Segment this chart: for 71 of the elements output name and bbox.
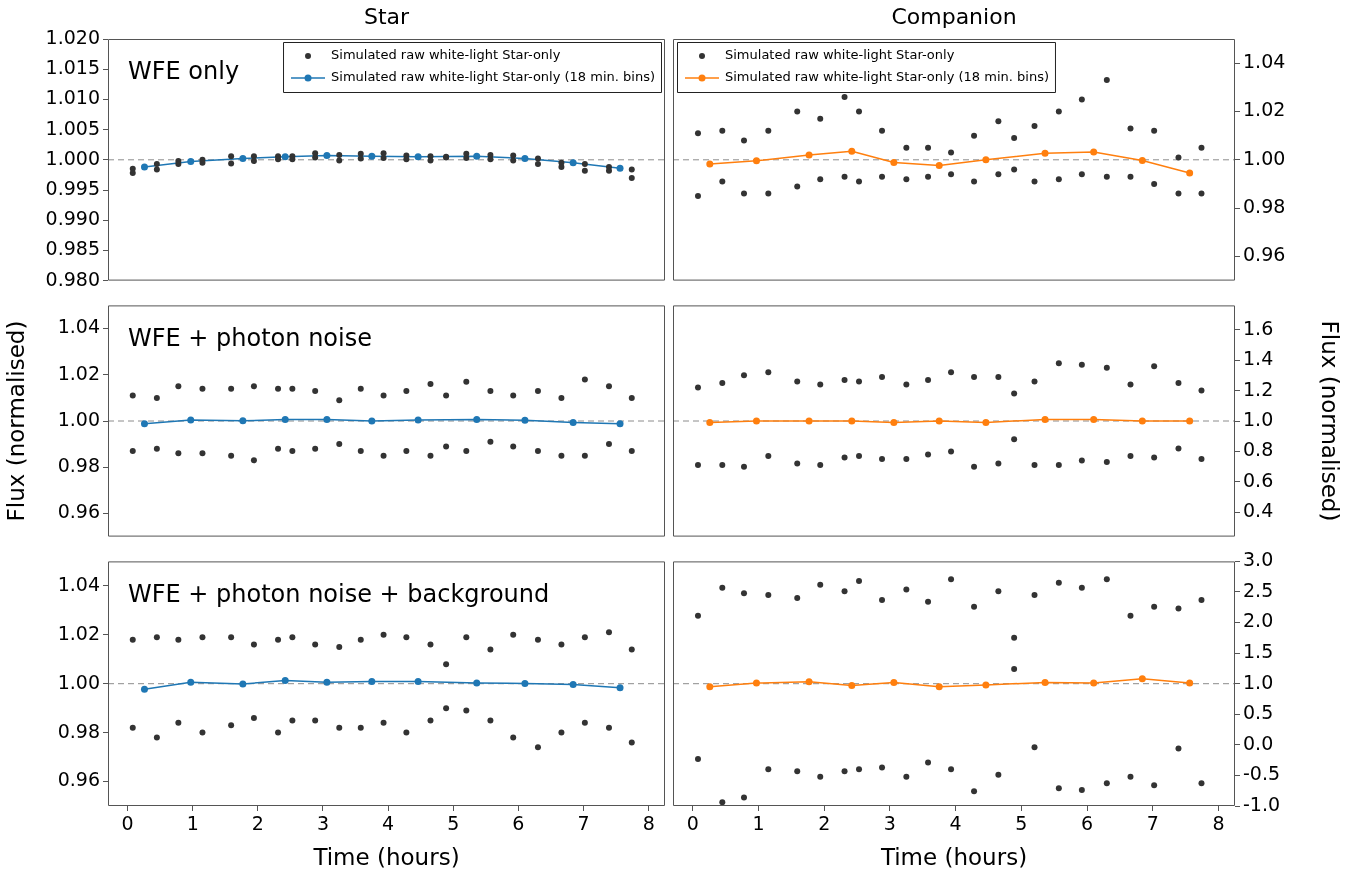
x-tick-label: 6 (1081, 812, 1094, 835)
y-tick-label: 0.980 (45, 267, 100, 290)
y-tick-label: 1.015 (45, 56, 100, 79)
legend-label: Simulated raw white-light Star-only (18 min. bins) (331, 69, 656, 85)
y-tick-label: 1.04 (57, 572, 100, 595)
y-tick-label: 1.005 (45, 116, 100, 139)
y-tick-label: 1.2 (1243, 377, 1274, 400)
y-axis-title: Flux (normalised) (2, 320, 29, 522)
x-tick-label: 2 (818, 812, 831, 835)
x-tick-label: 7 (1146, 812, 1159, 835)
legend-label: Simulated raw white-light Star-only (725, 47, 955, 63)
y-tick-label: -1.0 (1243, 792, 1281, 815)
y-tick-label: 1.00 (1243, 146, 1286, 169)
y-tick-label: 1.04 (1243, 50, 1286, 73)
chart-title: Companion (891, 3, 1017, 29)
x-tick-label: 6 (512, 812, 525, 835)
y-tick-label: 1.010 (45, 86, 100, 109)
y-tick-label: 1.02 (57, 361, 100, 384)
y-tick-label: 0.98 (57, 454, 100, 477)
x-tick-label: 7 (577, 812, 590, 835)
y-tick-label: 1.5 (1243, 640, 1274, 663)
x-tick-label: 0 (121, 812, 134, 835)
y-tick-label: 0.98 (57, 719, 100, 742)
annotation: WFE + photon noise + background (128, 579, 550, 608)
y-tick-label: 0.985 (45, 237, 100, 260)
x-tick-label: 5 (1015, 812, 1028, 835)
y-tick-label: 0.96 (1243, 243, 1286, 266)
x-tick-label: 4 (382, 812, 395, 835)
y-tick-label: 0.5 (1243, 701, 1274, 724)
y-tick-label: 1.0 (1243, 407, 1274, 430)
chart-title: Star (363, 3, 411, 29)
x-axis-title: Time (hours) (312, 844, 460, 871)
y-tick-label: 0.98 (1243, 195, 1286, 218)
y-tick-label: 0.96 (57, 768, 100, 791)
y-tick-label: 0.990 (45, 207, 100, 230)
annotation: WFE + photon noise (128, 323, 372, 352)
y-axis-title: Flux (normalised) (1317, 320, 1344, 522)
y-tick-label: 1.00 (57, 670, 100, 693)
x-tick-label: 0 (686, 812, 699, 835)
y-tick-label: 1.04 (57, 315, 100, 338)
x-tick-label: 8 (642, 812, 655, 835)
y-tick-label: 1.00 (57, 407, 100, 430)
y-tick-label: 0.0 (1243, 731, 1274, 754)
y-tick-label: 0.995 (45, 176, 100, 199)
y-tick-label: 2.0 (1243, 609, 1274, 632)
y-tick-label: 0.6 (1243, 468, 1274, 491)
x-tick-label: 2 (251, 812, 264, 835)
legend-label: Simulated raw white-light Star-only (331, 47, 561, 63)
y-tick-label: 2.5 (1243, 578, 1274, 601)
x-tick-label: 3 (883, 812, 896, 835)
y-tick-label: 1.4 (1243, 347, 1274, 370)
y-tick-label: 0.96 (57, 500, 100, 523)
x-tick-label: 1 (186, 812, 199, 835)
y-tick-label: 1.000 (45, 146, 100, 169)
annotation: WFE only (128, 57, 240, 86)
y-tick-label: 0.4 (1243, 499, 1274, 522)
legend-label: Simulated raw white-light Star-only (18 min. bins) (725, 69, 1049, 85)
x-tick-label: 4 (949, 812, 962, 835)
y-tick-label: 1.6 (1243, 316, 1274, 339)
y-tick-label: 3.0 (1243, 548, 1274, 571)
y-tick-label: 1.02 (1243, 98, 1286, 121)
x-tick-label: 8 (1212, 812, 1225, 835)
x-tick-label: 1 (752, 812, 765, 835)
y-tick-label: 1.020 (45, 25, 100, 48)
x-axis-title: Time (hours) (879, 844, 1028, 871)
x-tick-label: 5 (447, 812, 460, 835)
y-tick-label: -0.5 (1243, 762, 1281, 785)
x-tick-label: 3 (316, 812, 330, 835)
y-tick-label: 0.8 (1243, 438, 1274, 461)
y-tick-label: 1.02 (57, 621, 100, 644)
y-tick-label: 1.0 (1243, 670, 1274, 693)
